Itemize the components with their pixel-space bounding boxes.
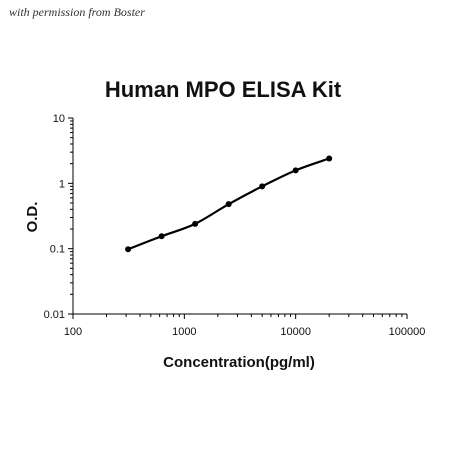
y-tick-label: 1 bbox=[59, 178, 65, 190]
axes bbox=[72, 118, 407, 315]
data-point bbox=[125, 246, 132, 253]
y-tick-label: 0.01 bbox=[44, 309, 65, 321]
tick-labels: 100 1000 10000 100000 0.01 0.1 1 10 bbox=[44, 113, 426, 338]
x-tick-label: 10000 bbox=[280, 326, 311, 338]
y-tick-label: 10 bbox=[53, 113, 65, 125]
tick-marks bbox=[68, 117, 408, 319]
y-tick-label: 0.1 bbox=[50, 244, 65, 256]
x-axis-title: Concentration(pg/ml) bbox=[163, 354, 315, 371]
chart-title: Human MPO ELISA Kit bbox=[105, 77, 342, 102]
x-tick-label: 100000 bbox=[389, 326, 426, 338]
x-tick-label: 1000 bbox=[172, 326, 196, 338]
watermark-text: with permission from Boster bbox=[9, 5, 145, 19]
x-tick-label: 100 bbox=[64, 326, 82, 338]
data-point bbox=[326, 155, 333, 162]
data-point bbox=[158, 233, 165, 240]
data-point bbox=[259, 183, 266, 190]
data-point bbox=[292, 167, 299, 174]
data-point bbox=[225, 201, 232, 208]
y-axis-title: O.D. bbox=[24, 202, 41, 233]
data-series bbox=[125, 155, 333, 253]
data-point bbox=[192, 220, 199, 227]
